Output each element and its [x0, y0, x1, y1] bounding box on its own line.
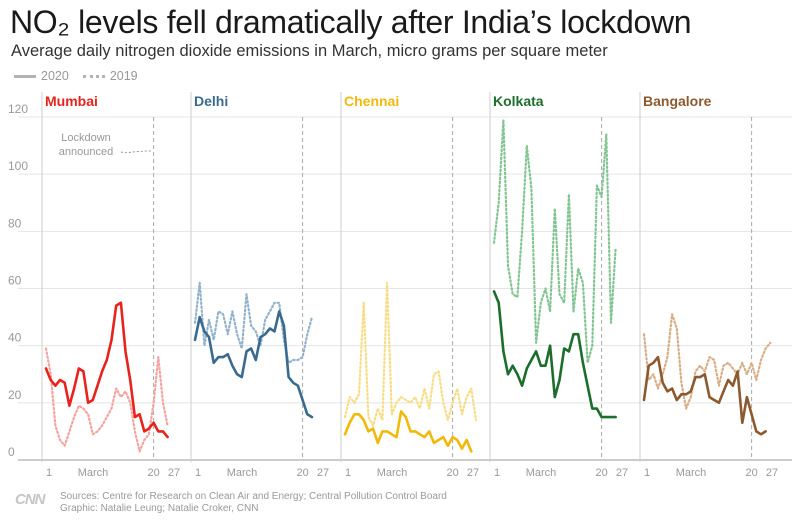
annotation-line-1: Lockdown: [61, 132, 111, 144]
y-tick-label: 120: [8, 102, 28, 116]
annotation-line-2: announced: [59, 146, 113, 158]
x-tick-label: 27: [168, 467, 180, 479]
x-tick-label: 1: [46, 467, 52, 479]
series-line-2020-kolkata: [492, 290, 617, 419]
x-tick-label: 20: [296, 467, 308, 479]
legend-item-2020: 2020: [14, 69, 69, 83]
chart-title: NO₂ levels fell dramatically after India…: [10, 4, 692, 40]
panel-title-delhi: Delhi: [194, 93, 228, 109]
x-tick-label: 27: [317, 467, 329, 479]
y-tick-label: 20: [8, 388, 22, 402]
x-tick-label: 20: [595, 467, 607, 479]
legend-label-2019: 2019: [109, 69, 138, 83]
x-tick-label: 20: [446, 467, 458, 479]
annotation-leader: [120, 150, 152, 154]
x-tick-label: March: [676, 467, 707, 479]
source-text: Sources: Centre for Research on Clean Ai…: [60, 491, 447, 502]
series-line-2020-chennai: [343, 410, 473, 453]
x-tick-label: March: [227, 467, 258, 479]
x-tick-label: March: [377, 467, 408, 479]
legend-dotted-swatch: [82, 74, 105, 78]
series-line-2019-chennai: [343, 281, 478, 427]
panel-title-bangalore: Bangalore: [643, 93, 712, 109]
y-tick-label: 60: [8, 274, 22, 288]
series-line-2020-mumbai: [44, 301, 169, 439]
series-line-2020-delhi: [193, 310, 314, 419]
legend-label-2020: 2020: [41, 69, 69, 83]
legend: 2020 2019: [14, 68, 152, 84]
credit-text: Graphic: Natalie Leung; Natalie Croker, …: [60, 503, 259, 514]
panel-title-chennai: Chennai: [344, 93, 399, 109]
x-tick-label: 27: [467, 467, 479, 479]
y-tick-label: 100: [8, 159, 28, 173]
y-tick-label: 80: [8, 216, 22, 230]
series-line-2020-bangalore: [642, 355, 767, 436]
series-line-2019-bangalore: [642, 313, 772, 410]
y-tick-label: 40: [8, 331, 22, 345]
y-tick-label: 0: [8, 445, 15, 459]
legend-solid-swatch: [14, 74, 36, 78]
panel-title-kolkata: Kolkata: [493, 93, 544, 109]
series-line-2019-kolkata: [492, 118, 617, 364]
series-line-2019-delhi: [193, 281, 314, 364]
x-tick-label: 20: [745, 467, 757, 479]
x-tick-label: 27: [616, 467, 628, 479]
x-tick-label: 27: [766, 467, 778, 479]
x-tick-label: 1: [494, 467, 500, 479]
series-line-2019-mumbai: [44, 347, 169, 453]
x-tick-label: March: [526, 467, 557, 479]
x-tick-label: 1: [345, 467, 351, 479]
panel-title-mumbai: Mumbai: [45, 93, 98, 109]
x-tick-label: 1: [195, 467, 201, 479]
chart-subtitle: Average daily nitrogen dioxide emissions…: [11, 42, 608, 60]
x-tick-label: 20: [147, 467, 159, 479]
legend-item-2019: 2019: [82, 69, 138, 83]
cnn-logo: CNN: [15, 491, 45, 508]
x-tick-label: March: [78, 467, 109, 479]
x-tick-label: 1: [644, 467, 650, 479]
